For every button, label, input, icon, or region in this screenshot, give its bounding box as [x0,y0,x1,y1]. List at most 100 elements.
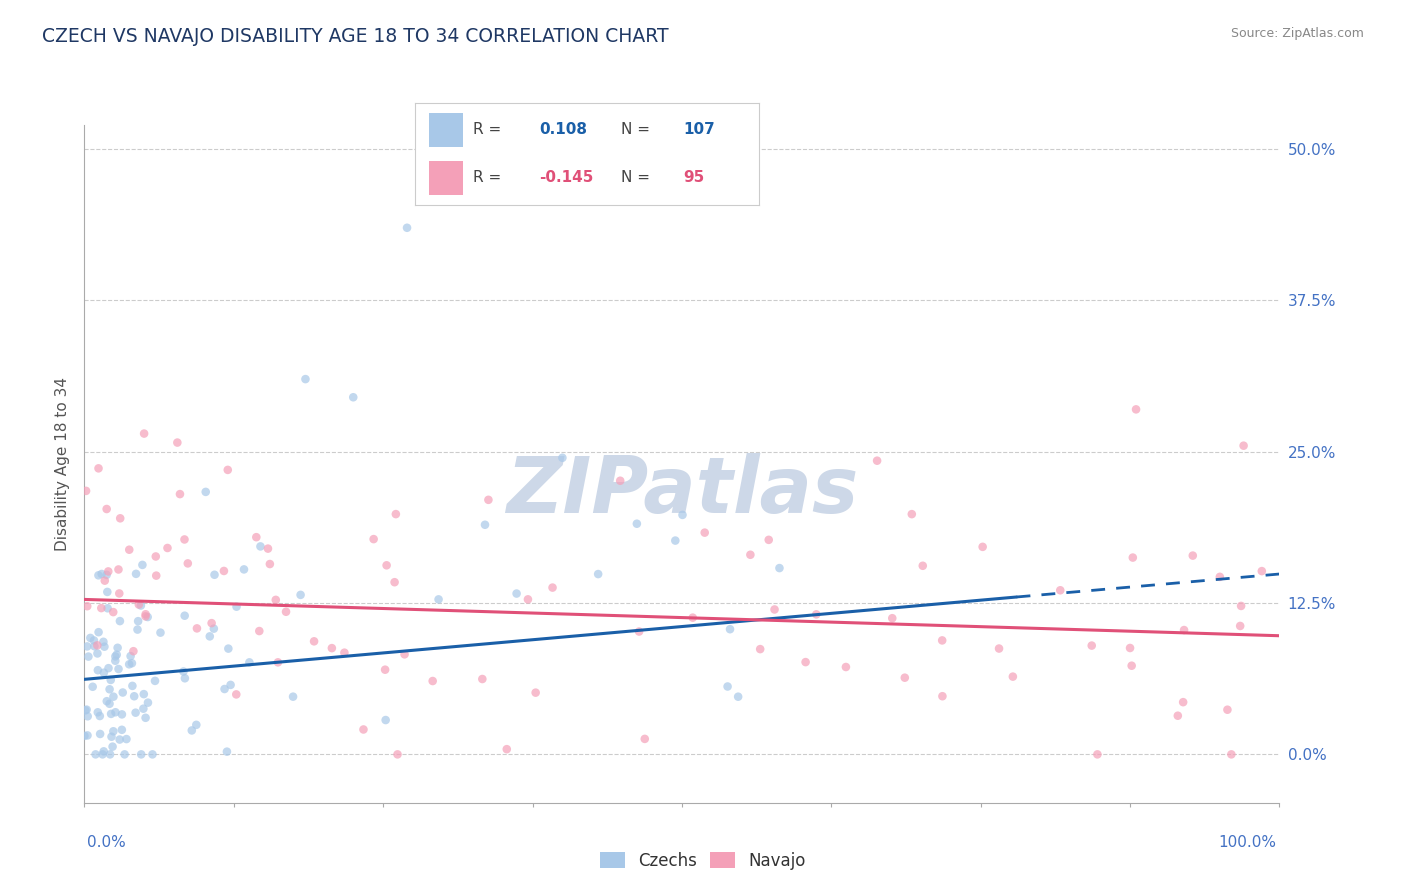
Point [342,390,364,404]
Point [363,532,385,546]
Point [1232,439,1254,453]
Point [505,586,527,600]
Point [384,575,406,590]
Point [156,541,179,555]
Point [217,641,239,656]
Point [385,507,408,521]
Point [110,511,132,525]
Point [901,507,924,521]
Point [1230,599,1253,613]
Text: R =: R = [474,121,506,136]
Point [1121,658,1143,673]
Legend: Czechs, Navajo: Czechs, Navajo [593,846,813,877]
Point [387,747,409,762]
Point [136,610,159,624]
Point [75,483,97,498]
Point [249,540,271,554]
Point [1119,640,1142,655]
Point [173,533,195,547]
Point [375,558,398,573]
Point [76,599,98,614]
Point [129,599,152,613]
Point [180,723,202,738]
Point [219,678,242,692]
Text: 95: 95 [683,170,704,185]
Point [98,747,121,762]
Point [238,656,260,670]
Point [98,697,121,711]
Point [1229,619,1251,633]
Point [294,372,316,386]
Point [145,549,167,564]
Point [931,690,953,704]
Point [111,685,134,699]
Point [103,724,125,739]
Text: 0.108: 0.108 [538,121,586,136]
Point [866,453,889,467]
Point [114,747,136,762]
Point [394,648,416,662]
Point [541,581,564,595]
Point [145,568,167,582]
Text: R =: R = [474,170,506,185]
Text: 100.0%: 100.0% [1219,836,1277,850]
Point [727,690,749,704]
Point [121,679,143,693]
Point [177,557,200,571]
Point [96,694,118,708]
Point [111,723,134,737]
Point [143,673,166,688]
Point [84,747,107,762]
Point [1181,549,1204,563]
Point [215,745,238,759]
Point [988,641,1011,656]
Point [73,729,96,743]
Point [87,625,110,640]
Point [972,540,994,554]
Point [97,661,120,675]
Point [104,706,127,720]
Point [396,220,419,235]
Text: Source: ZipAtlas.com: Source: ZipAtlas.com [1230,27,1364,40]
Point [204,567,226,582]
Point [89,727,111,741]
Point [100,730,122,744]
Point [763,602,786,616]
Point [135,711,157,725]
Point [105,648,128,662]
Point [128,598,150,612]
Point [124,706,146,720]
Point [1001,670,1024,684]
Point [136,696,159,710]
Point [94,574,117,588]
Point [374,663,396,677]
Point [302,634,325,648]
Point [1087,747,1109,762]
Point [551,450,574,465]
Point [333,646,356,660]
Point [749,642,772,657]
Point [82,680,104,694]
Point [1220,747,1243,762]
Point [96,502,118,516]
Point [75,703,97,717]
Point [135,607,157,622]
Point [634,731,657,746]
Point [609,474,631,488]
Point [141,747,163,762]
Point [682,610,704,624]
Point [91,747,114,762]
Point [671,508,693,522]
Point [173,608,195,623]
Point [118,657,141,672]
Point [427,592,450,607]
Point [77,649,100,664]
Point [664,533,686,548]
Point [149,625,172,640]
Point [96,585,118,599]
Point [108,614,131,628]
Point [132,687,155,701]
Text: ZIPatlas: ZIPatlas [506,453,858,529]
Point [76,640,98,654]
FancyBboxPatch shape [429,161,463,194]
